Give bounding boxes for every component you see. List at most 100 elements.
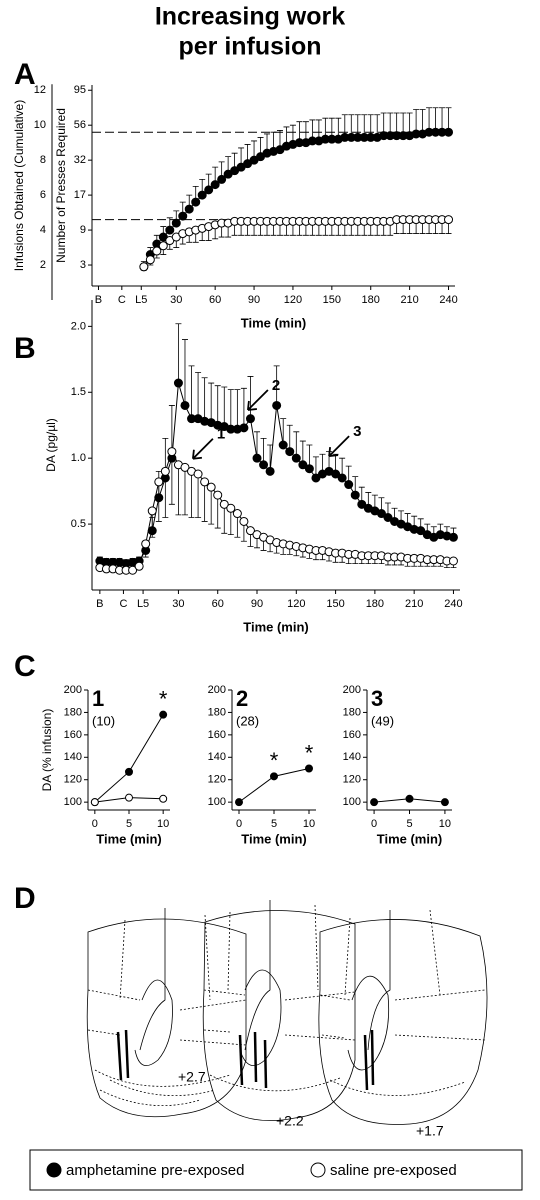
annotation-label: 1	[217, 426, 225, 443]
y-tick-label: 2	[40, 259, 46, 271]
y-tick-label: 180	[343, 706, 361, 718]
x-tick-label: C	[118, 294, 126, 306]
data-point	[217, 174, 227, 184]
error-bar	[221, 504, 228, 534]
x-tick-label: 120	[284, 294, 302, 306]
x-tick-label: 60	[212, 598, 224, 610]
data-point	[173, 378, 183, 388]
inner-tick-label: 56	[74, 119, 86, 131]
error-bar	[188, 471, 195, 518]
error-bar	[227, 389, 234, 430]
data-point	[167, 447, 177, 457]
y-tick-label: 140	[64, 751, 82, 763]
data-point	[193, 469, 203, 479]
x-tick-label: B	[95, 294, 102, 306]
brain-section	[86, 908, 247, 1118]
y-tick-label: 200	[64, 684, 82, 696]
error-bar	[201, 377, 208, 422]
data-point	[232, 509, 242, 519]
x-tick-label: 90	[248, 294, 260, 306]
inner-tick-label: 95	[74, 84, 86, 96]
data-point	[259, 460, 269, 470]
x-tick-label: 0	[236, 818, 242, 830]
x-axis-label: Time (min)	[243, 619, 309, 634]
data-point	[165, 225, 175, 235]
data-point	[383, 513, 393, 522]
inner-tick-label: 17	[74, 189, 86, 201]
error-bar	[208, 382, 215, 423]
brain-sections: +2.7 +2.2 +1.7	[86, 900, 488, 1139]
y-tick-label: 10	[34, 119, 46, 131]
error-bar	[221, 386, 228, 427]
data-point	[180, 462, 190, 472]
data-point	[405, 794, 414, 803]
y-tick-label: 100	[343, 796, 361, 808]
error-bar	[195, 474, 202, 518]
series-line	[99, 382, 454, 565]
data-point	[344, 480, 354, 490]
data-point	[171, 218, 181, 228]
y-tick-label: 140	[343, 751, 361, 763]
data-point	[311, 473, 321, 483]
x-tick-label: 0	[92, 818, 98, 830]
y-axis-label: DA (pg/µl)	[44, 418, 58, 472]
data-point	[200, 477, 210, 487]
legend-label: amphetamine pre-exposed	[66, 1162, 244, 1179]
data-point	[226, 503, 236, 513]
x-tick-label: 120	[287, 598, 305, 610]
data-point	[139, 262, 149, 272]
data-point	[160, 466, 170, 476]
annotation-label: 3	[353, 423, 361, 440]
data-point	[159, 794, 168, 803]
x-tick-label: L5	[137, 598, 149, 610]
data-point	[145, 255, 155, 265]
x-tick-label: 60	[209, 294, 221, 306]
y-tick-label: 1.0	[71, 452, 86, 464]
data-point	[213, 490, 223, 500]
y-tick-label: 160	[208, 729, 226, 741]
x-tick-label: 240	[439, 294, 457, 306]
data-point	[444, 127, 454, 137]
data-point	[125, 793, 133, 802]
error-bar	[214, 385, 221, 426]
data-point	[291, 453, 301, 463]
x-axis-label: Time (min)	[377, 831, 443, 846]
y-axis-label: Number of Presses Required	[54, 108, 68, 263]
data-point	[304, 464, 314, 474]
data-point	[272, 400, 282, 410]
x-axis-label: Time (min)	[241, 315, 307, 330]
x-tick-label: 10	[303, 818, 315, 830]
data-point	[331, 469, 341, 479]
sample-size: (28)	[236, 713, 259, 728]
panel-label: A	[14, 58, 36, 91]
data-point	[440, 798, 449, 807]
data-point	[152, 246, 162, 256]
data-point	[239, 423, 249, 433]
y-tick-label: 200	[343, 684, 361, 696]
error-bar	[195, 372, 202, 419]
data-point	[370, 798, 379, 807]
x-tick-label: 210	[400, 294, 418, 306]
sub-panel-number: 1	[92, 686, 104, 711]
error-bar	[247, 376, 254, 419]
data-point	[197, 190, 207, 200]
y-tick-label: 140	[208, 751, 226, 763]
inner-tick-label: 3	[80, 259, 86, 271]
title-line: Increasing work	[155, 3, 345, 31]
sample-size: (10)	[92, 713, 115, 728]
error-bar	[234, 389, 241, 430]
x-tick-label: 10	[157, 818, 169, 830]
y-axis-label: Infusions Obtained (Cumulative)	[12, 100, 26, 271]
y-tick-label: 8	[40, 154, 46, 166]
legend-marker	[46, 1162, 62, 1178]
title-line: per infusion	[178, 33, 321, 61]
data-point	[184, 204, 194, 214]
x-tick-label: L5	[135, 294, 147, 306]
error-bar	[155, 481, 162, 522]
annotation-label: 2	[272, 377, 280, 394]
y-tick-label: 2.0	[71, 320, 86, 332]
x-tick-label: 240	[444, 598, 462, 610]
y-tick-label: 12	[34, 84, 46, 96]
y-tick-label: 120	[64, 774, 82, 786]
